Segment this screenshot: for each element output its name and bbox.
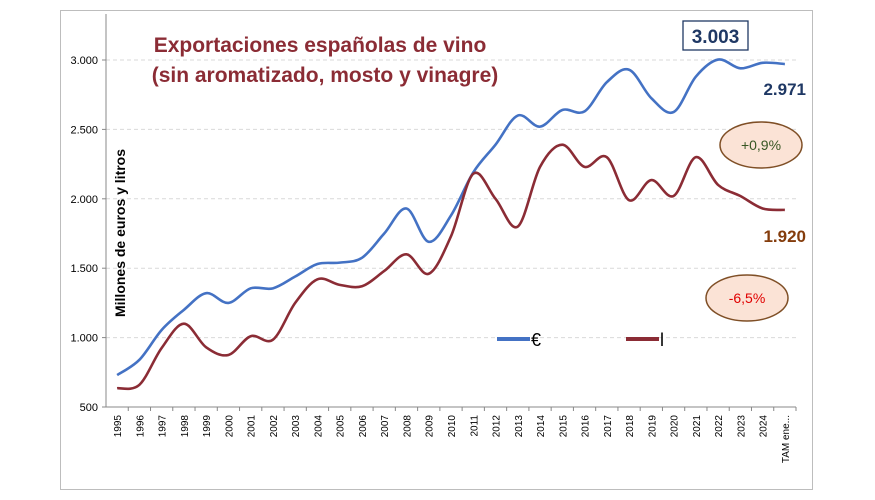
x-tick-label: 2014 <box>536 415 547 438</box>
euro-change-bubble <box>719 121 803 169</box>
x-tick-label: 2017 <box>603 415 614 438</box>
x-tick-label: 2021 <box>692 415 703 438</box>
x-tick-label: 2023 <box>736 415 747 438</box>
y-tick-label: 3.000 <box>70 55 98 67</box>
max-value-box <box>682 20 749 51</box>
x-tick-label: 1997 <box>158 415 169 438</box>
x-tick-label: 2024 <box>759 415 770 438</box>
x-tick-label: 2006 <box>358 415 369 438</box>
y-tick-label: 2.500 <box>70 124 98 136</box>
x-tick-label: 2022 <box>714 415 725 438</box>
x-tick-label: 2016 <box>581 415 592 438</box>
x-tick-label: 2019 <box>647 415 658 438</box>
x-tick-label: 2011 <box>469 415 480 437</box>
x-tick-label: 2003 <box>291 415 302 438</box>
chart-subtitle: (sin aromatizado, mosto y vinagre) <box>152 64 499 87</box>
x-tick-label: 2002 <box>269 415 280 438</box>
y-tick-label: 1.500 <box>70 263 98 275</box>
x-tick-label: 2005 <box>336 415 347 438</box>
x-tick-label: 2012 <box>492 415 503 438</box>
x-tick-label: 2001 <box>247 415 258 438</box>
x-tick-label: 1999 <box>202 415 213 438</box>
y-tick-label: 1.000 <box>70 333 98 345</box>
x-tick-label: 2009 <box>425 415 436 438</box>
x-tick-label: 2007 <box>380 415 391 438</box>
y-tick-label: 500 <box>80 402 98 414</box>
legend: € l <box>497 330 664 350</box>
series-line-litros <box>116 143 785 391</box>
chart-frame <box>60 10 813 490</box>
x-tick-label: 2020 <box>670 415 681 438</box>
max-value-label: 3.003 <box>692 27 740 48</box>
litros-change-label: -6,5% <box>729 290 766 306</box>
litros-last-label: 1.920 <box>763 227 806 246</box>
legend-euro-label: € <box>531 330 541 350</box>
x-tick-label: 1998 <box>180 415 191 438</box>
x-tick-label: 2008 <box>402 415 413 438</box>
x-tick-label: 1995 <box>113 415 124 438</box>
x-tick-label: 2013 <box>514 415 525 438</box>
x-tick-label: 1996 <box>135 415 146 438</box>
litros-change-bubble <box>705 274 789 322</box>
chart-title: Exportaciones españolas de vino <box>154 34 487 57</box>
x-tick-label: 2018 <box>625 415 636 438</box>
y-tick-label: 2.000 <box>70 194 98 206</box>
x-tick-label: TAM ene... <box>781 415 792 463</box>
x-tick-label: 2000 <box>224 415 235 438</box>
series-line-euros <box>116 58 785 377</box>
x-tick-label: 2015 <box>558 415 569 438</box>
legend-litros-label: l <box>660 330 664 350</box>
x-tick-label: 2010 <box>447 415 458 438</box>
euro-last-label: 2.971 <box>763 80 806 99</box>
x-tick-label: 2004 <box>313 415 324 438</box>
y-axis-label: Millones de euros y litros <box>112 149 128 317</box>
euro-change-label: +0,9% <box>741 137 781 153</box>
